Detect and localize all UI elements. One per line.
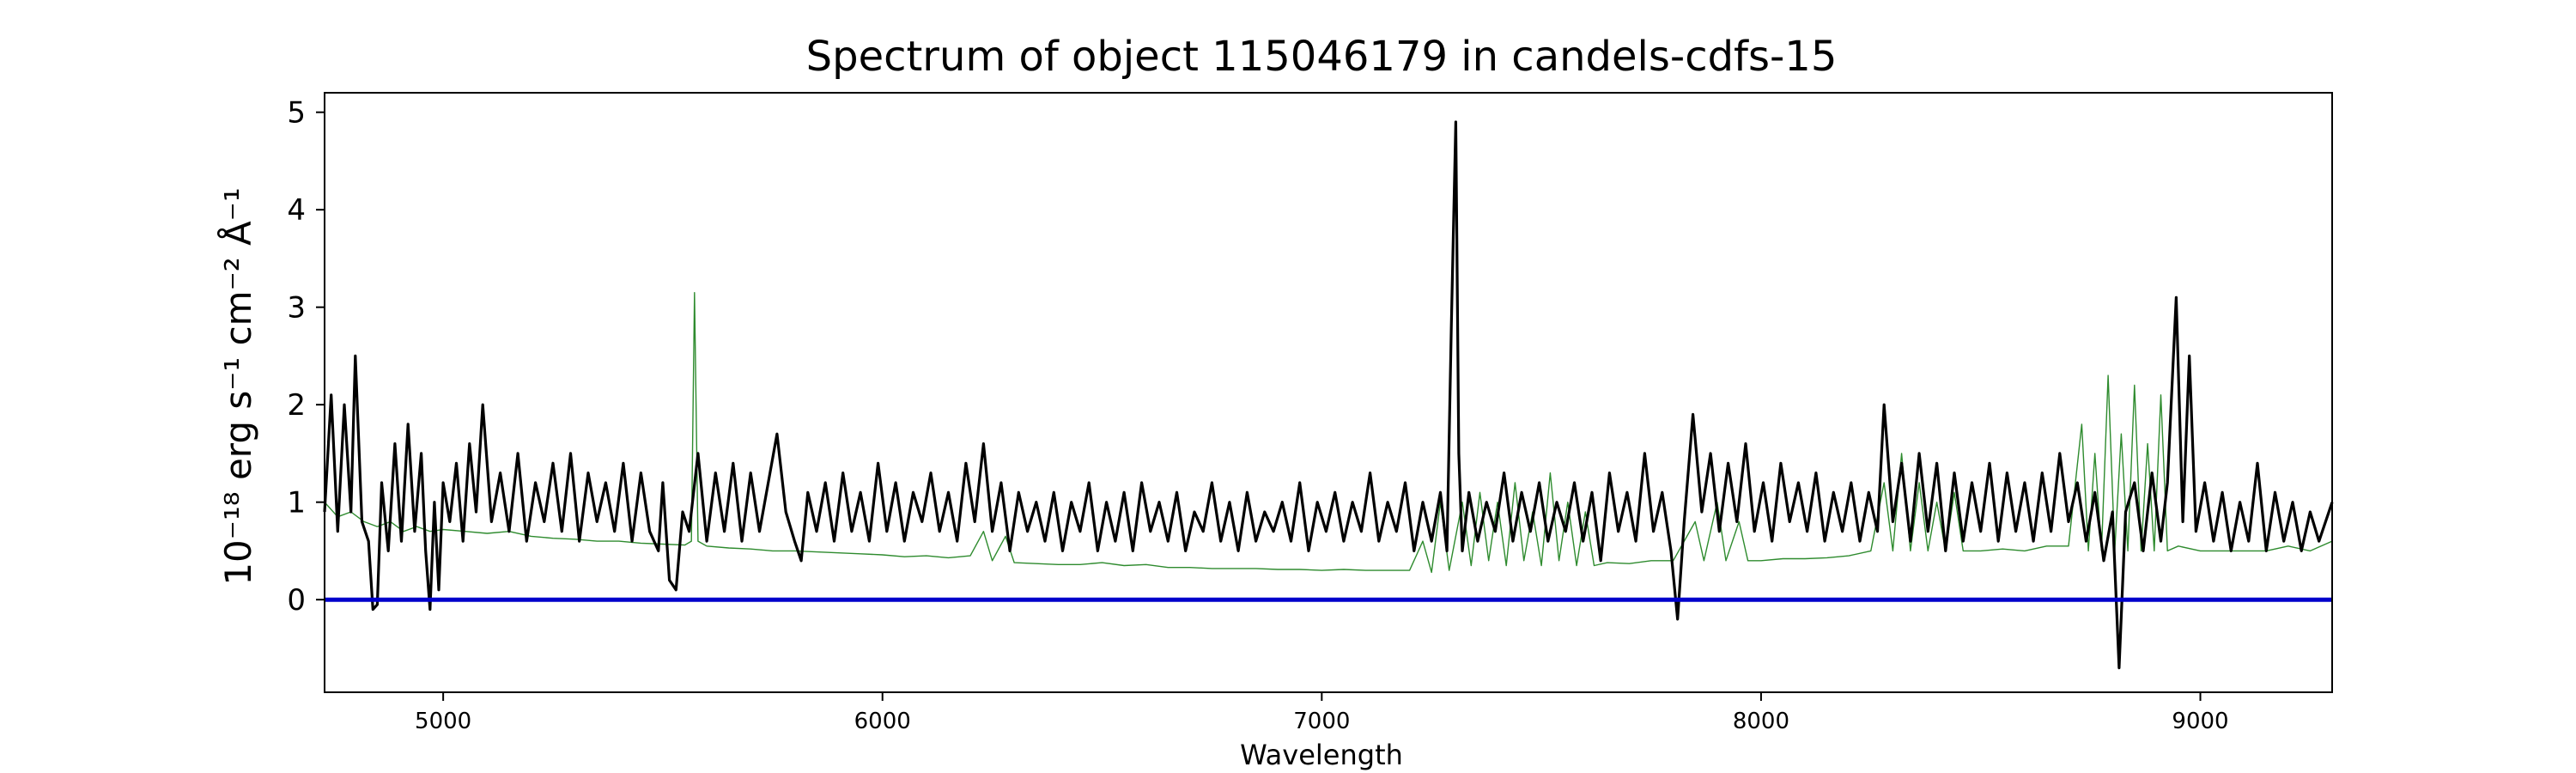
x-tick-label: 7000 (1293, 709, 1350, 734)
plot-frame (324, 92, 2333, 693)
y-tick-label: 1 (287, 486, 306, 520)
flux-line (323, 120, 2334, 670)
x-tick-label: 5000 (415, 709, 471, 734)
y-tick-label: 3 (287, 291, 306, 326)
x-axis-label: Wavelength (1240, 739, 1403, 771)
y-axis-ticks: 0 1 2 3 4 5 (287, 96, 325, 618)
y-axis-label: 10⁻¹⁸ erg s⁻¹ cm⁻² Å⁻¹ (216, 187, 259, 585)
x-axis-ticks: 5000 6000 7000 8000 9000 (415, 692, 2229, 734)
x-tick-label: 9000 (2172, 709, 2228, 734)
chart-title: Spectrum of object 115046179 in candels-… (806, 33, 1838, 81)
error-line (324, 292, 2333, 574)
y-tick-label: 4 (287, 193, 306, 228)
x-tick-label: 6000 (854, 709, 911, 734)
plot-area (323, 120, 2334, 670)
y-tick-label: 0 (287, 583, 306, 618)
x-tick-label: 8000 (1733, 709, 1789, 734)
y-tick-label: 5 (287, 96, 306, 131)
y-tick-label: 2 (287, 388, 306, 423)
